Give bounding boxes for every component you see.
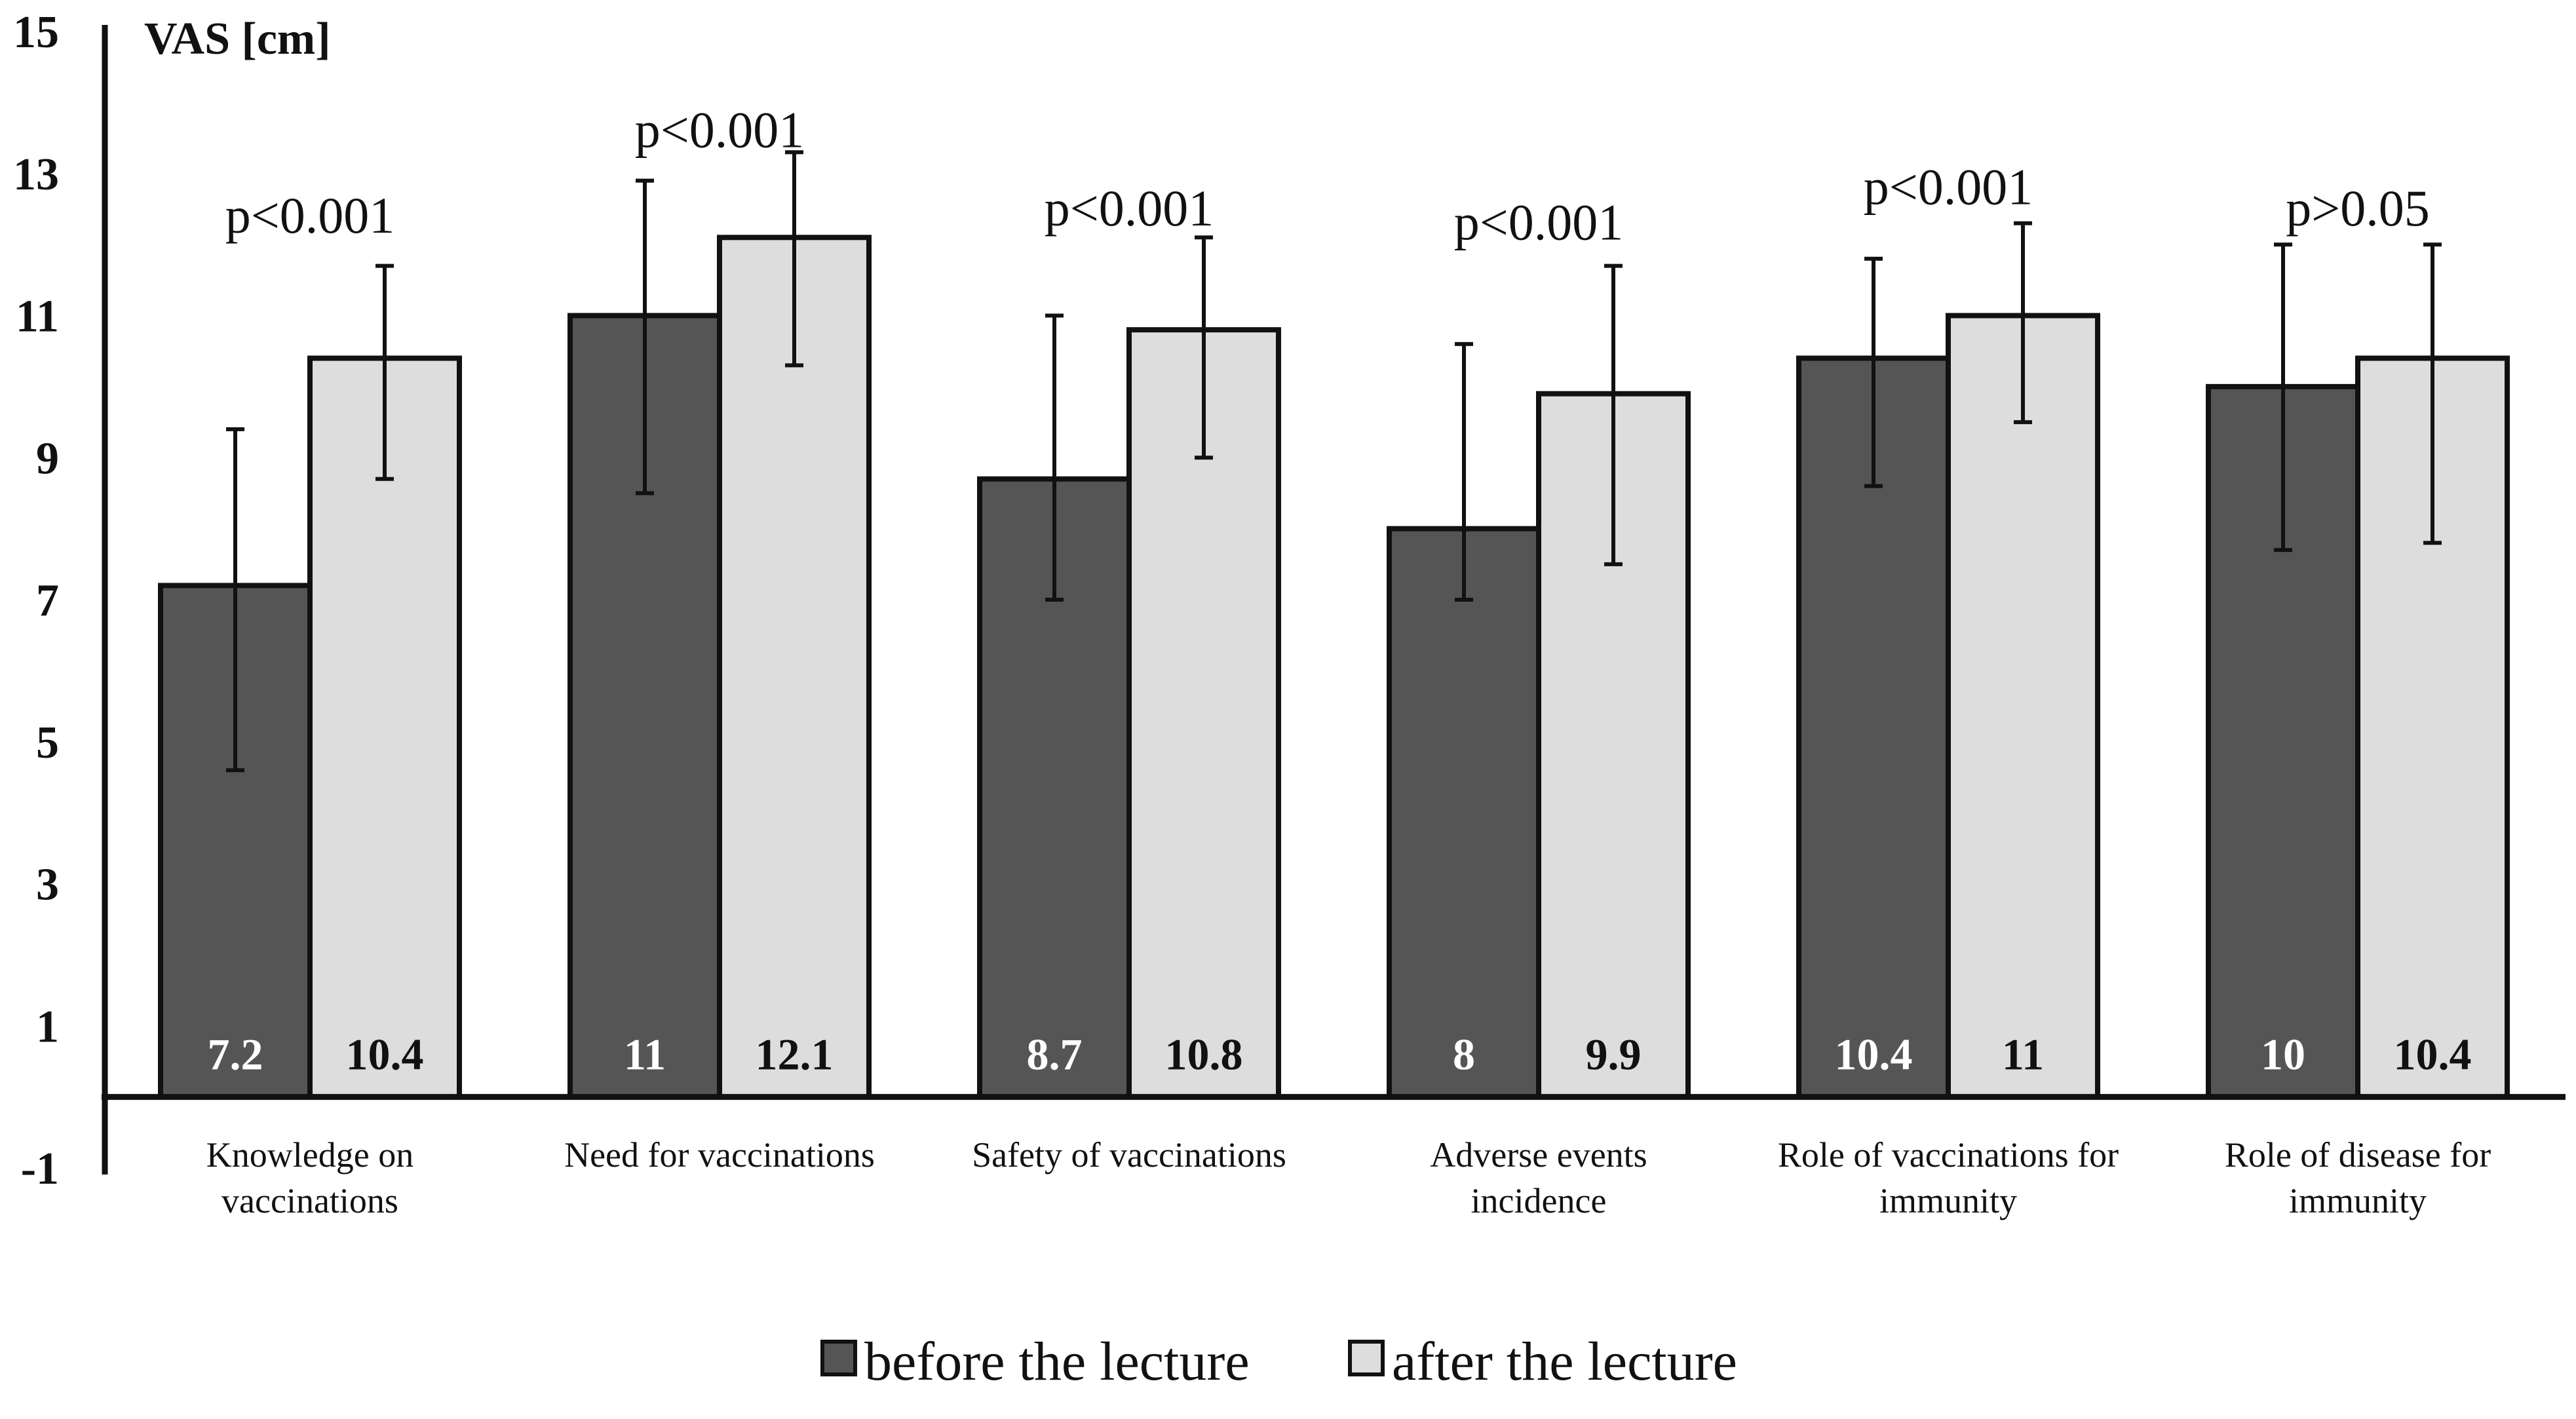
bar-value-label-0-5: 10: [2261, 1030, 2305, 1079]
y-tick-label-2: 11: [16, 292, 59, 342]
y-tick-label-7: 1: [36, 1001, 59, 1052]
bar-value-label-0-2: 8.7: [1027, 1030, 1083, 1079]
y-tick-label-4: 7: [36, 575, 59, 626]
category-label-3-0: Adverse events: [1430, 1135, 1647, 1175]
bar-before-3: [1387, 526, 1541, 1100]
y-tick-label-0: 15: [13, 7, 59, 58]
y-tick-label-3: 9: [36, 433, 59, 484]
category-label-5-0: Role of disease for: [2225, 1135, 2491, 1175]
category-label-4-0: Role of vaccinations for: [1778, 1135, 2119, 1175]
axes-layer: 15 13 11 9 7 5 3 1 -1: [13, 7, 2566, 1194]
y-axis-label: VAS [cm]: [144, 14, 331, 64]
p-value-annotation-4: p<0.001: [1864, 158, 2033, 215]
bar-value-label-1-0: 10.4: [346, 1030, 424, 1079]
category-label-2-0: Safety of vaccinations: [972, 1135, 1286, 1175]
y-tick-label-5: 5: [36, 718, 59, 768]
p-value-annotation-0: p<0.001: [225, 187, 395, 244]
category-label-1-0: Need for vaccinations: [564, 1135, 875, 1175]
p-value-annotation-5: p>0.05: [2286, 180, 2430, 237]
legend-label-before: before the lecture: [864, 1331, 1250, 1392]
y-tick-label-8: -1: [21, 1144, 59, 1194]
legend-swatch-after: [1348, 1340, 1385, 1376]
bar-value-label-0-0: 7.2: [208, 1030, 263, 1079]
bar-value-label-0-1: 11: [624, 1030, 666, 1079]
bar-value-label-0-4: 10.4: [1835, 1030, 1913, 1079]
bar-value-label-1-2: 10.8: [1165, 1030, 1243, 1079]
bar-value-label-1-3: 9.9: [1586, 1030, 1642, 1079]
legend-label-after: after the lecture: [1392, 1331, 1737, 1392]
category-label-0-0: Knowledge on: [206, 1135, 413, 1175]
bars-layer: [158, 150, 2510, 1100]
bar-value-label-1-1: 12.1: [756, 1030, 834, 1079]
bar-value-label-0-3: 8: [1453, 1030, 1475, 1079]
p-value-annotation-1: p<0.001: [635, 102, 805, 159]
legend: before the lecture after the lecture: [820, 1331, 1737, 1392]
bar-value-label-1-4: 11: [2002, 1030, 2044, 1079]
bar-value-label-1-5: 10.4: [2394, 1030, 2472, 1079]
y-tick-label-1: 13: [13, 149, 59, 200]
p-value-annotation-3: p<0.001: [1454, 194, 1624, 251]
p-value-annotation-2: p<0.001: [1045, 180, 1214, 237]
legend-swatch-before: [820, 1340, 857, 1376]
category-label-3-1: incidence: [1471, 1181, 1607, 1220]
labels-layer: 7.2 10.4 p<0.001 Knowledge on vaccinations 11…: [206, 102, 2491, 1220]
category-label-4-1: immunity: [1879, 1181, 2017, 1220]
category-label-5-1: immunity: [2289, 1181, 2427, 1220]
category-label-0-1: vaccinations: [221, 1181, 398, 1220]
y-tick-label-6: 3: [36, 860, 59, 910]
bar-after-4: [1946, 313, 2100, 1100]
